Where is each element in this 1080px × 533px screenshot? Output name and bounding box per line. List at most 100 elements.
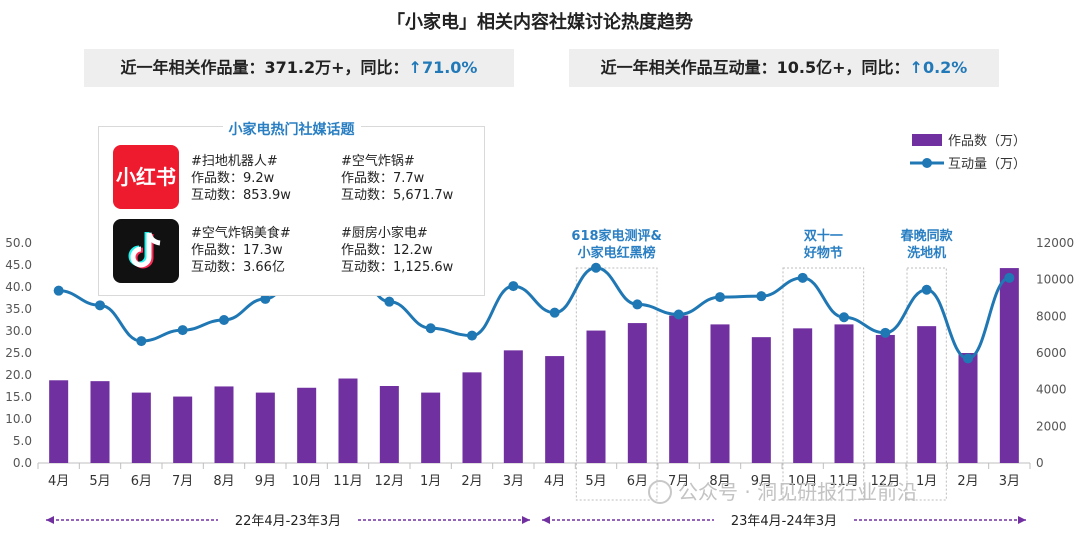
topic-item: #扫地机器人# 作品数：9.2w 互动数：853.9w: [191, 153, 291, 204]
douyin-logo: [113, 219, 179, 283]
topic-item: #空气炸锅# 作品数：7.7w 互动数：5,671.7w: [341, 153, 453, 204]
x-tick-label: 10月: [292, 474, 322, 489]
y-left-tick-label: 20.0: [5, 368, 32, 382]
x-tick-label: 11月: [829, 474, 859, 489]
y-right-tick-label: 10000: [1036, 273, 1074, 287]
hot-topics-title: 小家电热门社媒话题: [99, 119, 484, 139]
legend-line-label: 互动量（万）: [948, 157, 1026, 172]
bar: [875, 334, 895, 463]
period-label: 23年4月-24年3月: [731, 514, 837, 529]
line-point: [177, 325, 188, 336]
bar: [421, 392, 441, 463]
line-point: [136, 336, 147, 347]
annotation-label: 618家电测评&: [571, 228, 661, 244]
x-tick-label: 4月: [544, 474, 565, 489]
topic-works: 作品数：7.7w: [341, 171, 425, 186]
y-left-tick-label: 5.0: [13, 434, 32, 448]
stat-works-change: ↑71.0%: [408, 58, 478, 77]
y-left-tick-label: 25.0: [5, 346, 32, 360]
topic-item: #厨房小家电# 作品数：12.2w 互动数：1,125.6w: [341, 225, 453, 276]
x-tick-label: 7月: [668, 474, 689, 489]
wechat-icon: [648, 480, 672, 504]
bar: [173, 396, 193, 463]
annotation-label: 春晚同款: [900, 228, 954, 244]
x-tick-label: 7月: [172, 474, 193, 489]
line-point: [632, 299, 643, 310]
period-arrow-head: [46, 516, 54, 524]
bar: [669, 315, 689, 463]
bar: [90, 381, 110, 463]
bar: [834, 324, 854, 463]
bar: [503, 350, 523, 463]
bar: [793, 328, 813, 463]
line-point: [219, 315, 229, 325]
period-arrow-head: [1018, 516, 1026, 524]
x-tick-label: 12月: [871, 474, 901, 489]
line-point: [591, 262, 601, 273]
line-point: [384, 296, 395, 307]
line-point: [797, 272, 808, 283]
x-tick-label: 2月: [461, 474, 482, 489]
period-arrow-head: [522, 516, 530, 524]
topic-interactions: 互动数：853.9w: [191, 188, 291, 203]
x-tick-label: 11月: [333, 474, 363, 489]
topic-interactions: 互动数：3.66亿: [191, 260, 285, 275]
line-point: [880, 327, 891, 338]
y-left-tick-label: 40.0: [5, 280, 32, 294]
hot-topics-panel: 小家电热门社媒话题 小红书 #扫地机器人# 作品数：9.2w 互动数：853.9…: [98, 122, 485, 296]
line-point: [1004, 272, 1015, 283]
x-tick-label: 3月: [503, 474, 524, 489]
y-left-tick-label: 35.0: [5, 302, 32, 316]
line-point: [921, 284, 932, 295]
legend-line-marker: [922, 158, 932, 168]
line-point: [508, 281, 519, 292]
line-point: [673, 309, 684, 320]
y-left-tick-label: 15.0: [5, 390, 32, 404]
annotation-box: [782, 267, 865, 501]
line-point: [467, 330, 477, 341]
bar: [255, 392, 275, 463]
bar: [49, 380, 69, 463]
x-tick-label: 1月: [420, 474, 441, 489]
chart-title: 「小家电」相关内容社媒讨论热度趋势: [387, 12, 693, 33]
y-right-tick-label: 0: [1036, 456, 1044, 470]
annotation-label: 双十一: [804, 228, 843, 244]
x-tick-label: 6月: [131, 474, 152, 489]
line-point: [839, 312, 849, 323]
y-left-tick-label: 30.0: [5, 324, 32, 338]
topic-interactions: 互动数：1,125.6w: [341, 260, 454, 275]
y-right-tick-label: 6000: [1036, 346, 1067, 360]
x-tick-label: 2月: [957, 474, 978, 489]
line-point: [963, 353, 973, 364]
period-label: 22年4月-23年3月: [235, 514, 341, 529]
x-tick-label: 10月: [788, 474, 818, 489]
bar: [338, 378, 358, 463]
topic-works: 作品数：9.2w: [191, 171, 275, 186]
stat-works-label: 近一年相关作品量：371.2万+，同比：: [120, 58, 409, 77]
x-tick-label: 8月: [213, 474, 234, 489]
line-point: [53, 285, 64, 296]
x-tick-label: 9月: [255, 474, 276, 489]
watermark: 公众号 · 洞见研报行业前沿: [678, 480, 917, 504]
y-right-tick-label: 4000: [1036, 383, 1067, 397]
x-tick-label: 4月: [48, 474, 69, 489]
annotation-label: 洗地机: [907, 245, 946, 261]
bar: [999, 268, 1019, 463]
annotation-box: [575, 267, 658, 501]
line-point: [715, 292, 725, 303]
legend-bar-label: 作品数（万）: [948, 134, 1026, 149]
y-left-tick-label: 0.0: [13, 456, 32, 470]
x-tick-label: 9月: [751, 474, 772, 489]
topic-tag: #扫地机器人#: [191, 154, 278, 169]
line-point: [95, 300, 105, 311]
bar: [958, 353, 978, 463]
bar: [545, 356, 565, 463]
bar: [586, 330, 606, 463]
period-arrow-head: [542, 516, 550, 524]
stat-interactions-label: 近一年相关作品互动量：10.5亿+，同比：: [600, 58, 910, 77]
xiaohongshu-logo: 小红书: [113, 145, 179, 209]
y-right-tick-label: 12000: [1036, 236, 1074, 250]
topic-tag: #空气炸锅#: [341, 154, 415, 169]
topic-works: 作品数：12.2w: [341, 243, 433, 258]
bar: [917, 326, 937, 463]
